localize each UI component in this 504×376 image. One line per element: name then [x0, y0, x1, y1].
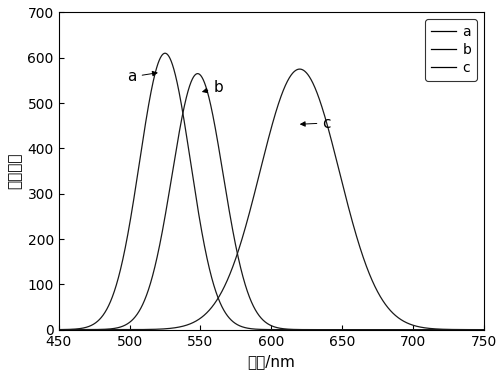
Text: c: c	[301, 115, 331, 130]
Legend: a, b, c: a, b, c	[425, 20, 477, 81]
Text: a: a	[128, 69, 157, 84]
Text: b: b	[203, 80, 223, 95]
X-axis label: 波长/nm: 波长/nm	[247, 354, 295, 369]
Y-axis label: 荧光强度: 荧光强度	[7, 153, 22, 189]
